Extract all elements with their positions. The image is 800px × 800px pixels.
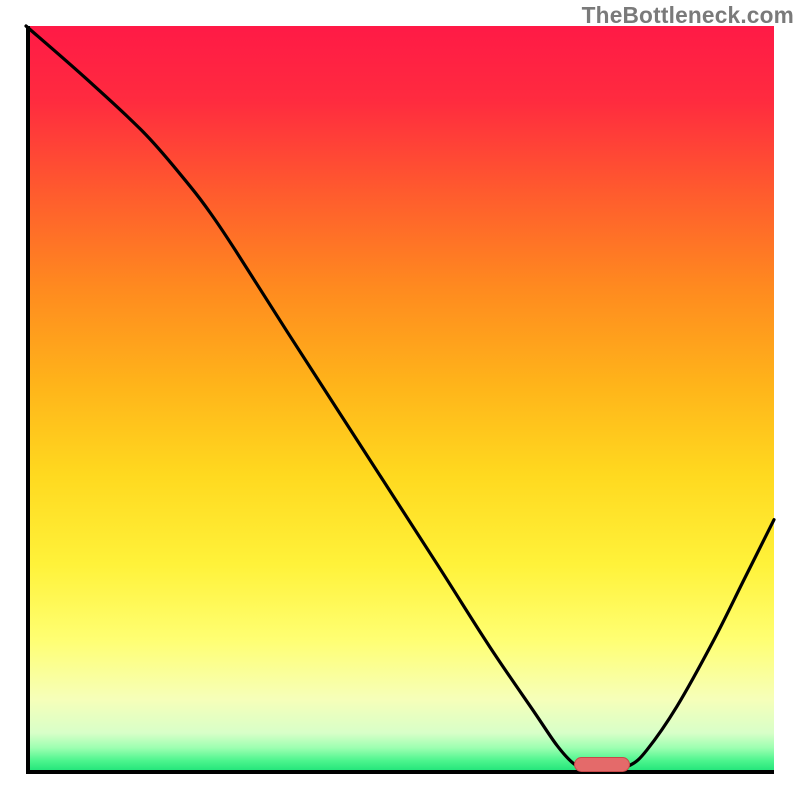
watermark-label: TheBottleneck.com [582, 2, 794, 29]
optimal-region-marker [574, 757, 630, 772]
chart-container: TheBottleneck.com [0, 0, 800, 800]
plot-area [26, 26, 774, 774]
x-axis [26, 770, 774, 774]
axes [26, 26, 774, 774]
y-axis [26, 26, 30, 774]
